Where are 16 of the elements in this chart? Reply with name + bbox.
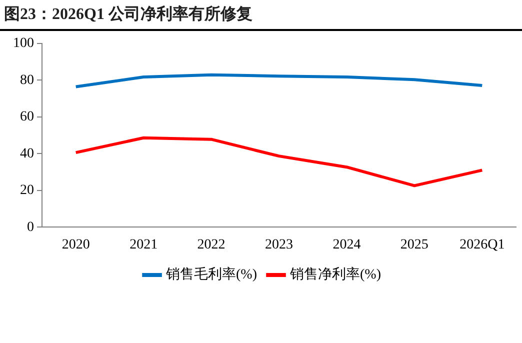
chart-title: 图23：2026Q1 公司净利率有所修复: [4, 4, 252, 25]
y-tick-label: 20: [20, 183, 34, 198]
y-tick-label: 40: [20, 146, 34, 162]
legend-label: 销售净利率(%): [289, 266, 382, 283]
x-tick-label: 2024: [332, 237, 361, 252]
y-tick-label: 100: [13, 36, 34, 52]
x-tick-label: 2020: [62, 237, 90, 252]
x-tick-label: 2023: [265, 237, 293, 252]
y-tick-label: 60: [20, 110, 34, 125]
x-tick-label: 2026Q1: [460, 237, 505, 252]
x-tick-label: 2025: [400, 237, 428, 252]
x-tick-label: 2021: [130, 237, 158, 252]
x-tick-label: 2022: [197, 237, 226, 252]
legend-label: 销售毛利率(%): [165, 266, 258, 283]
y-tick-label: 0: [27, 220, 34, 235]
y-tick-label: 80: [20, 72, 34, 88]
